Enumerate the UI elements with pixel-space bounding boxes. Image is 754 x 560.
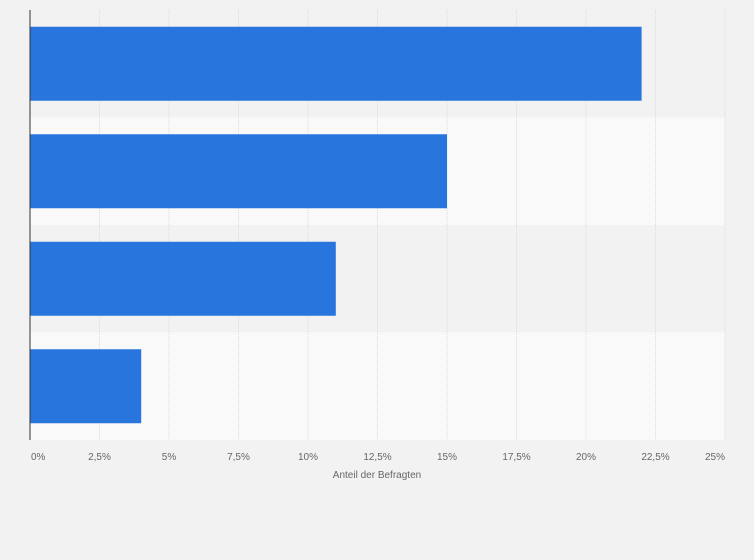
- x-tick-label: 25%: [705, 452, 725, 463]
- x-tick-label: 15%: [437, 452, 457, 463]
- bar: [30, 349, 142, 424]
- x-tick-label: 22,5%: [641, 452, 669, 463]
- x-axis-title: Anteil der Befragten: [333, 470, 421, 481]
- x-tick-label: 10%: [298, 452, 318, 463]
- x-tick-label: 2,5%: [88, 452, 111, 463]
- x-tick-label: 0%: [31, 452, 46, 463]
- x-tick-label: 5%: [162, 452, 177, 463]
- bar: [30, 241, 336, 316]
- bar: [30, 134, 447, 209]
- x-tick-label: 12,5%: [363, 452, 391, 463]
- x-tick-label: 20%: [576, 452, 596, 463]
- x-tick-label: 17,5%: [502, 452, 530, 463]
- bar: [30, 26, 642, 101]
- bars: [30, 26, 642, 424]
- x-tick-label: 7,5%: [227, 452, 250, 463]
- x-tick-labels: 0% 2,5% 5% 7,5% 10% 12,5% 15% 17,5% 20% 22,5% 25%: [31, 452, 725, 463]
